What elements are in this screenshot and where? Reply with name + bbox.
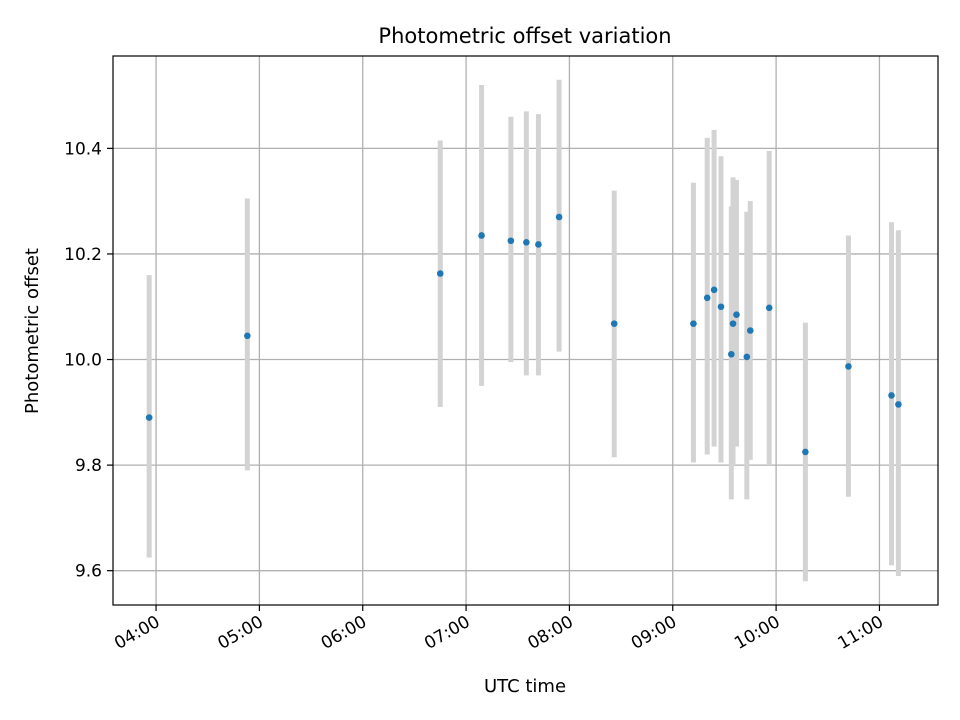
x-tick-label: 10:00 xyxy=(731,612,783,654)
data-point xyxy=(145,414,153,421)
data-point xyxy=(555,213,563,221)
plot-area-frame xyxy=(112,55,939,606)
data-point xyxy=(703,294,711,302)
data-point xyxy=(717,303,725,311)
data-point xyxy=(610,320,618,327)
y-axis-label: Photometric offset xyxy=(22,248,43,414)
y-tick-label: 10.0 xyxy=(64,351,102,371)
x-axis-label: UTC time xyxy=(484,676,566,697)
data-point xyxy=(523,239,530,246)
x-tick-label: 05:00 xyxy=(214,612,266,654)
data-point xyxy=(802,448,809,456)
data-point xyxy=(888,392,895,399)
data-point xyxy=(436,270,444,277)
data-point xyxy=(507,237,515,245)
data-point xyxy=(845,363,852,370)
data-point xyxy=(728,350,735,358)
data-point xyxy=(765,304,773,312)
y-tick-label: 10.4 xyxy=(64,139,102,159)
data-point xyxy=(535,241,542,248)
x-tick-label: 06:00 xyxy=(318,612,370,654)
x-tick-label: 08:00 xyxy=(524,612,576,654)
x-tick-label: 04:00 xyxy=(111,612,163,654)
x-tick-label: 11:00 xyxy=(835,612,887,654)
axis-ticks: 9.6 9.8 10.0 10.2 10.4 04:00 05:00 06:00 07:00 08… xyxy=(64,139,887,653)
data-point xyxy=(478,232,485,239)
data-point xyxy=(244,332,251,340)
data-points xyxy=(145,213,902,456)
x-tick-label: 09:00 xyxy=(628,612,680,654)
data-point xyxy=(733,311,740,318)
data-point xyxy=(895,401,902,408)
data-point xyxy=(729,320,737,327)
y-tick-label: 9.6 xyxy=(75,562,102,582)
chart-title: Photometric offset variation xyxy=(378,24,671,48)
data-point xyxy=(710,286,718,294)
error-bars xyxy=(146,79,901,582)
y-tick-label: 9.8 xyxy=(75,456,102,476)
y-tick-label: 10.2 xyxy=(64,245,102,265)
data-point xyxy=(746,327,754,334)
data-point xyxy=(743,353,751,361)
x-tick-label: 07:00 xyxy=(421,612,473,654)
data-point xyxy=(690,320,697,327)
